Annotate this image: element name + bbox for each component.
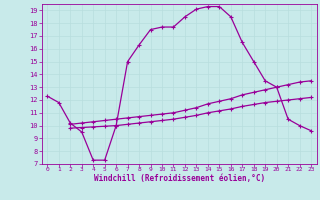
X-axis label: Windchill (Refroidissement éolien,°C): Windchill (Refroidissement éolien,°C) (94, 174, 265, 183)
